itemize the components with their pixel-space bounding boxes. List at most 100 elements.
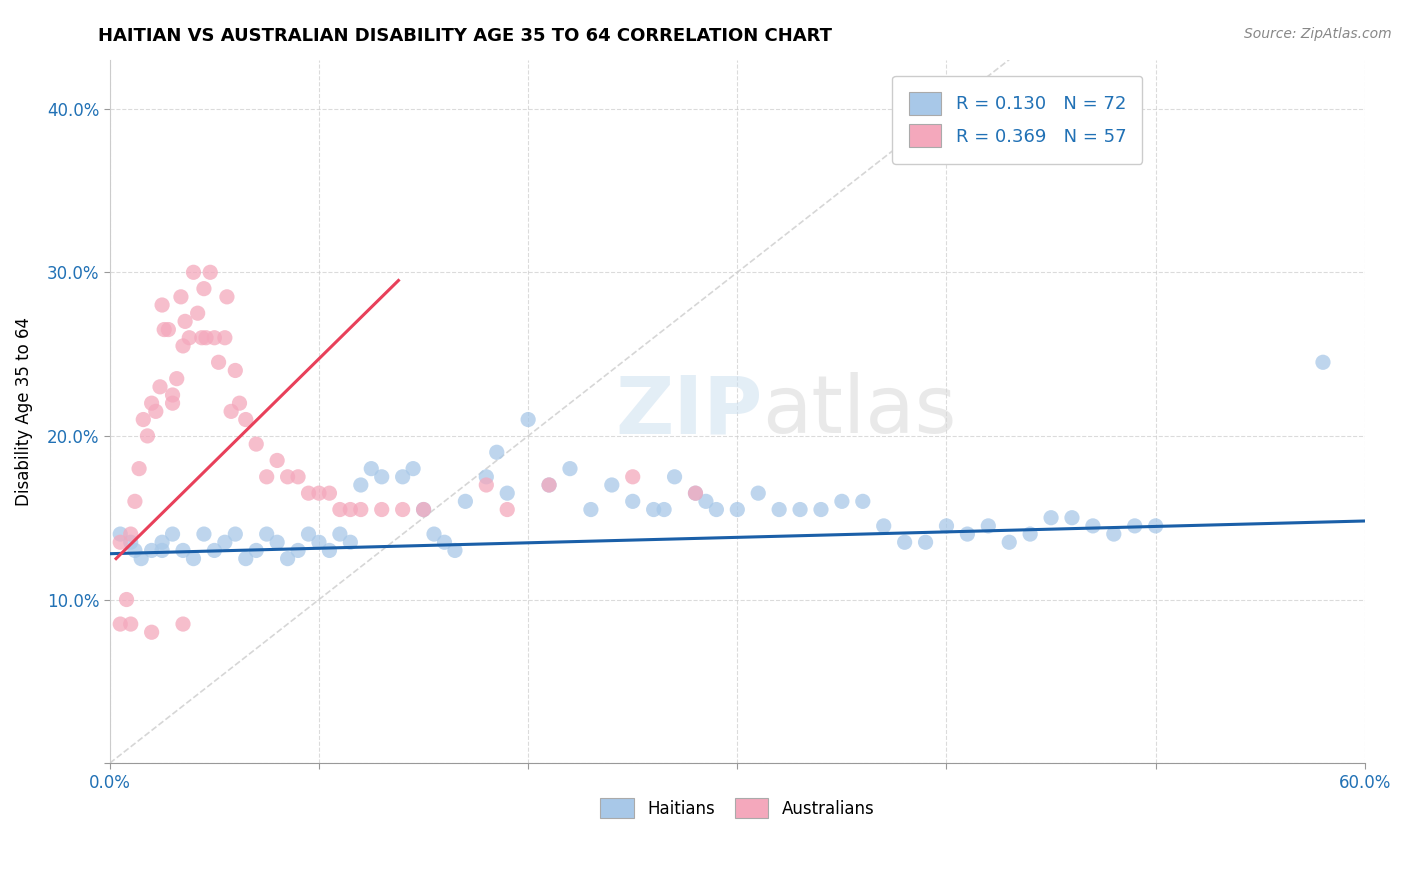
Point (538, 478, 561, 492)
Point (935, 519, 957, 533)
Point (157, 322, 180, 336)
Point (308, 486, 330, 500)
Point (110, 527, 132, 541)
Point (998, 535, 1021, 549)
Point (141, 625, 163, 640)
Point (370, 470, 392, 484)
Point (621, 470, 644, 484)
Point (174, 314, 197, 328)
Point (1040, 510, 1063, 524)
Point (277, 470, 299, 484)
Point (277, 551, 299, 566)
Point (1144, 519, 1167, 533)
Point (725, 502, 748, 516)
Point (789, 502, 811, 516)
Point (695, 494, 717, 508)
Point (768, 502, 790, 516)
Point (339, 502, 361, 516)
Point (228, 396, 250, 410)
Point (360, 461, 382, 475)
Point (215, 290, 238, 304)
Point (329, 502, 352, 516)
Point (297, 527, 319, 541)
Point (245, 437, 267, 451)
Point (685, 486, 707, 500)
Point (245, 543, 267, 558)
Point (1102, 527, 1125, 541)
Point (308, 535, 330, 549)
Point (914, 535, 936, 549)
Point (124, 543, 146, 558)
Point (412, 502, 434, 516)
Point (224, 363, 246, 377)
Point (621, 494, 644, 508)
Legend: Haitians, Australians: Haitians, Australians (593, 791, 882, 825)
Point (643, 502, 665, 516)
Point (685, 486, 707, 500)
Point (350, 478, 373, 492)
Point (1123, 519, 1146, 533)
Point (1060, 510, 1083, 524)
Point (329, 527, 352, 541)
Point (129, 551, 152, 566)
Point (831, 494, 853, 508)
Point (162, 388, 184, 402)
Point (172, 339, 194, 353)
Point (214, 535, 236, 549)
Point (187, 306, 209, 320)
Point (747, 486, 769, 500)
Point (402, 461, 425, 475)
Point (266, 535, 288, 549)
Point (496, 486, 519, 500)
Point (202, 331, 225, 345)
Point (1312, 355, 1334, 369)
Point (370, 502, 392, 516)
Point (287, 543, 309, 558)
Point (150, 543, 173, 558)
Point (485, 445, 508, 459)
Point (287, 470, 309, 484)
Point (956, 527, 979, 541)
Text: Source: ZipAtlas.com: Source: ZipAtlas.com (1244, 27, 1392, 41)
Point (202, 543, 225, 558)
Point (664, 470, 686, 484)
Point (110, 535, 132, 549)
Point (120, 527, 142, 541)
Point (128, 461, 150, 475)
Point (412, 502, 434, 516)
Point (183, 551, 205, 566)
Point (172, 617, 194, 632)
Point (538, 478, 561, 492)
Point (810, 502, 832, 516)
Point (136, 429, 159, 443)
Point (141, 396, 163, 410)
Point (893, 535, 915, 549)
Point (444, 543, 467, 558)
Point (235, 412, 257, 426)
Point (496, 502, 519, 516)
Point (391, 470, 413, 484)
Point (115, 592, 138, 607)
Point (579, 502, 602, 516)
Point (132, 412, 155, 426)
Point (977, 519, 1000, 533)
Point (558, 461, 581, 475)
Point (873, 519, 896, 533)
Point (162, 396, 184, 410)
Text: atlas: atlas (762, 372, 957, 450)
Point (150, 535, 173, 549)
Point (423, 527, 446, 541)
Point (266, 453, 288, 467)
Point (1081, 519, 1104, 533)
Point (256, 527, 278, 541)
Point (141, 543, 163, 558)
Point (166, 371, 188, 385)
Point (852, 494, 875, 508)
Point (110, 617, 132, 632)
Point (149, 380, 172, 394)
Point (318, 543, 340, 558)
Point (200, 265, 222, 279)
Point (172, 543, 194, 558)
Point (706, 502, 728, 516)
Point (120, 617, 142, 632)
